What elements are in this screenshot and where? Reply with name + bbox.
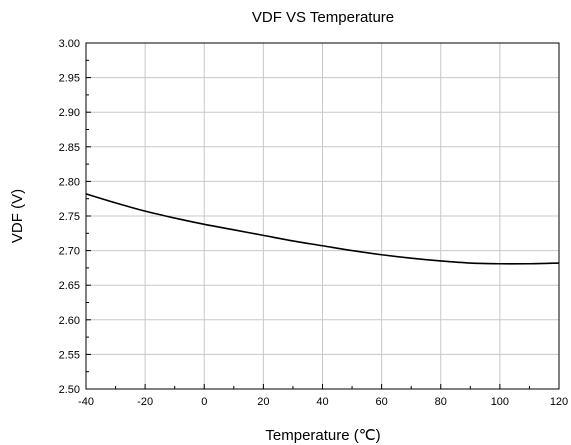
x-tick-label: 60	[376, 396, 388, 408]
series-line	[85, 193, 560, 265]
x-tick-label: 0	[201, 396, 207, 408]
chart-title: VDF VS Temperature	[252, 9, 394, 26]
x-tick-label: 80	[435, 396, 447, 408]
y-tick-label: 2.90	[59, 107, 80, 119]
y-tick-label: 2.65	[59, 280, 80, 292]
y-tick-label: 2.95	[59, 73, 80, 85]
x-axis-tick-labels: -40 -20 0 20 40 60 80 100 120	[78, 396, 568, 408]
series-layer	[85, 193, 560, 265]
x-tick-label: -40	[78, 396, 94, 408]
y-tick-label: 2.55	[59, 349, 80, 361]
x-tick-label: -20	[137, 396, 153, 408]
y-axis-title: VDF (V)	[9, 189, 26, 243]
y-tick-label: 3.00	[59, 38, 80, 50]
y-tick-label: 2.50	[59, 384, 80, 396]
y-axis-tick-labels: 2.50 2.55 2.60 2.65 2.70 2.75 2.80 2.85 2.90 2.95…	[59, 38, 80, 396]
y-tick-label: 2.85	[59, 142, 80, 154]
grid	[86, 43, 559, 389]
x-tick-label: 40	[316, 396, 328, 408]
y-tick-label: 2.75	[59, 211, 80, 223]
y-tick-label: 2.60	[59, 315, 80, 327]
x-axis-title: Temperature (℃)	[265, 427, 380, 444]
x-tick-label: 100	[491, 396, 509, 408]
ticks	[85, 42, 560, 390]
x-tick-label: 20	[257, 396, 269, 408]
x-tick-label: 120	[550, 396, 568, 408]
y-tick-label: 2.80	[59, 176, 80, 188]
y-tick-label: 2.70	[59, 246, 80, 258]
